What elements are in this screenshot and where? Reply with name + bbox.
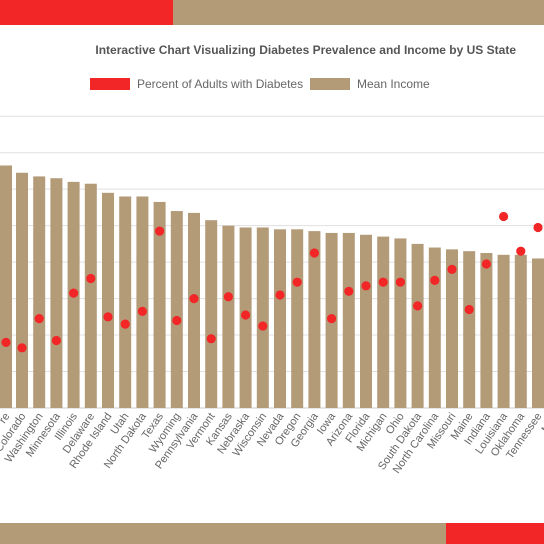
bar-income-north-dakota[interactable]: [136, 196, 149, 408]
bar-income-wisconsin[interactable]: [256, 227, 269, 408]
bar-income-nevada[interactable]: [274, 229, 286, 408]
dot-diabetes-delaware[interactable]: [86, 273, 96, 284]
dot-diabetes-illinois[interactable]: [69, 288, 79, 298]
dot-diabetes-south-dakota[interactable]: [413, 301, 423, 311]
bar-income-oregon[interactable]: [291, 229, 304, 408]
bar-income-missouri[interactable]: [446, 249, 458, 408]
bar-income-oklahoma[interactable]: [514, 254, 527, 408]
dot-diabetes-oregon[interactable]: [292, 277, 302, 287]
bar-income-colorado[interactable]: [16, 172, 28, 408]
bar-income-wyoming[interactable]: [170, 211, 183, 408]
bar-income-georgia[interactable]: [308, 231, 321, 408]
x-tick-labels: ColoradoWashingtonMinnesotaIllinoisDelaw…: [0, 410, 544, 476]
dot-diabetes-nebraska[interactable]: [241, 310, 251, 320]
bar-income-tennessee[interactable]: [532, 258, 544, 408]
dot-diabetes-maine[interactable]: [464, 304, 474, 315]
bar-income-north-carolina[interactable]: [428, 247, 441, 408]
bar-income-ohio[interactable]: [394, 238, 407, 408]
top-accent-tan: [173, 0, 544, 25]
dot-diabetes-arizona[interactable]: [344, 286, 354, 296]
dot-layer: [1, 211, 543, 353]
bar-income-kansas[interactable]: [222, 225, 235, 408]
grid-layer: [0, 115, 544, 409]
dot-diabetes-nevada[interactable]: [275, 290, 285, 300]
legend: Percent of Adults with Diabetes Mean Inc…: [0, 77, 544, 91]
bottom-accent-bar: [0, 523, 544, 544]
bar-income-washington[interactable]: [33, 176, 46, 408]
bar-income-michigan[interactable]: [377, 236, 390, 408]
dot-diabetes-utah[interactable]: [120, 319, 130, 329]
bar-income-texas[interactable]: [153, 201, 166, 408]
dot-diabetes-ohio[interactable]: [395, 277, 405, 287]
dot-diabetes-pennsylvania[interactable]: [189, 293, 199, 304]
bar-income-florida[interactable]: [360, 234, 372, 408]
top-accent-bar: [0, 0, 544, 25]
dot-diabetes-north-carolina[interactable]: [430, 275, 440, 285]
legend-label-diabetes: Percent of Adults with Diabetes: [137, 77, 304, 91]
legend-swatch-income: [310, 78, 350, 90]
dot-diabetes-wyoming[interactable]: [172, 315, 182, 326]
dot-diabetes-texas[interactable]: [155, 226, 165, 236]
bar-income-maine[interactable]: [463, 251, 476, 408]
dot-diabetes-minnesota[interactable]: [51, 335, 62, 346]
dot-diabetes-georgia[interactable]: [309, 248, 319, 258]
dot-diabetes-michigan[interactable]: [378, 277, 388, 287]
legend-item-diabetes[interactable]: Percent of Adults with Diabetes: [90, 77, 303, 91]
top-accent-red: [0, 0, 173, 25]
bar-income-indiana[interactable]: [480, 253, 493, 408]
dot-diabetes-kansas[interactable]: [223, 292, 233, 302]
bar-income-rhode-island[interactable]: [102, 192, 114, 408]
legend-item-income[interactable]: Mean Income: [310, 77, 430, 91]
dot-partial-left[interactable]: [1, 337, 11, 347]
bottom-accent-tan: [0, 523, 446, 544]
dot-diabetes-washington[interactable]: [34, 314, 44, 324]
dot-diabetes-oklahoma[interactable]: [516, 246, 526, 256]
dot-diabetes-rhode-island[interactable]: [103, 312, 113, 322]
dot-diabetes-north-dakota[interactable]: [137, 306, 147, 316]
dot-diabetes-iowa[interactable]: [327, 314, 337, 324]
dot-diabetes-missouri[interactable]: [447, 264, 457, 275]
dot-diabetes-vermont[interactable]: [206, 334, 216, 344]
dot-diabetes-louisiana[interactable]: [499, 211, 509, 222]
dot-diabetes-florida[interactable]: [361, 281, 371, 291]
bar-income-south-dakota[interactable]: [411, 243, 424, 408]
bar-income-pennsylvania[interactable]: [188, 212, 200, 408]
bar-income-utah[interactable]: [119, 196, 132, 408]
bar-income-delaware[interactable]: [84, 183, 97, 408]
chart-title: Interactive Chart Visualizing Diabetes P…: [95, 43, 516, 57]
bar-income-louisiana[interactable]: [497, 254, 510, 408]
dot-diabetes-indiana[interactable]: [481, 259, 491, 269]
bottom-accent-red: [446, 523, 544, 544]
bar-partial-left[interactable]: [0, 165, 12, 408]
dot-diabetes-wisconsin[interactable]: [258, 321, 268, 331]
dot-diabetes-tennessee[interactable]: [533, 222, 543, 233]
legend-label-income: Mean Income: [357, 77, 430, 91]
bar-income-minnesota[interactable]: [50, 178, 63, 408]
bar-income-vermont[interactable]: [205, 220, 218, 408]
bar-income-arizona[interactable]: [342, 232, 355, 408]
legend-swatch-diabetes: [90, 78, 130, 90]
dot-diabetes-colorado[interactable]: [17, 343, 27, 353]
